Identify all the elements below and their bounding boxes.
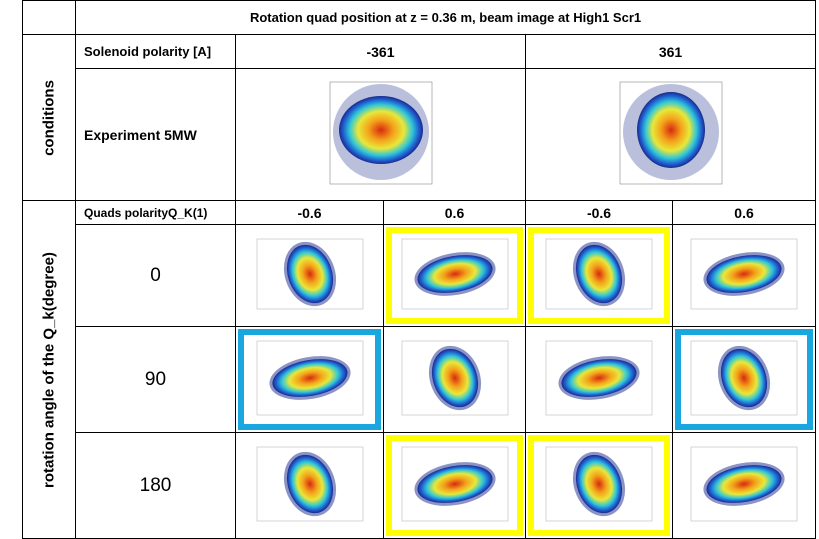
angle-label: 180 [76, 433, 236, 539]
section-label: rotation angle of the Q_k(degree) [41, 252, 58, 488]
beam-cell [526, 327, 673, 433]
page: Rotation quad position at z = 0.36 m, be… [0, 0, 819, 538]
beam-plot [685, 235, 803, 317]
quad-value: -0.6 [236, 201, 384, 225]
results-table: Rotation quad position at z = 0.36 m, be… [22, 0, 816, 539]
beam-cell [673, 433, 816, 539]
section-cell: conditions [23, 35, 76, 201]
beam-cell [526, 225, 673, 327]
beam-cell [673, 327, 816, 433]
solenoid-value: 361 [526, 35, 816, 69]
beam-cell [384, 433, 526, 539]
quad-value: 0.6 [384, 201, 526, 225]
beam-plot [251, 443, 369, 529]
beam-cell [384, 327, 526, 433]
beam-plot [540, 235, 658, 317]
beam-plot [396, 337, 514, 423]
beam-plot [251, 337, 369, 423]
angle-label: 0 [76, 225, 236, 327]
corner-cell [23, 1, 76, 35]
row-label: Solenoid polarity [A] [76, 35, 236, 69]
table-title: Rotation quad position at z = 0.36 m, be… [76, 1, 816, 35]
beam-plot [540, 443, 658, 529]
beam-cell [673, 225, 816, 327]
beam-plot [396, 443, 514, 529]
beam-plot [606, 74, 736, 196]
beam-cell [236, 327, 384, 433]
angle-label: 90 [76, 327, 236, 433]
beam-spot [339, 96, 423, 164]
beam-cell [384, 225, 526, 327]
beam-spot [637, 92, 705, 168]
beam-plot [251, 235, 369, 317]
beam-cell [526, 433, 673, 539]
row-label: Quads polarityQ_K(1) [76, 201, 236, 225]
section-cell: rotation angle of the Q_k(degree) [23, 201, 76, 539]
experiment-image [236, 69, 526, 201]
experiment-image [526, 69, 816, 201]
quad-value: 0.6 [673, 201, 816, 225]
row-label: Experiment 5MW [76, 69, 236, 201]
beam-plot [540, 337, 658, 423]
quad-value: -0.6 [526, 201, 673, 225]
beam-plot [316, 74, 446, 196]
beam-cell [236, 433, 384, 539]
beam-plot [396, 235, 514, 317]
beam-plot [685, 443, 803, 529]
beam-cell [236, 225, 384, 327]
beam-plot [685, 337, 803, 423]
solenoid-value: -361 [236, 35, 526, 69]
section-label: conditions [41, 80, 58, 156]
